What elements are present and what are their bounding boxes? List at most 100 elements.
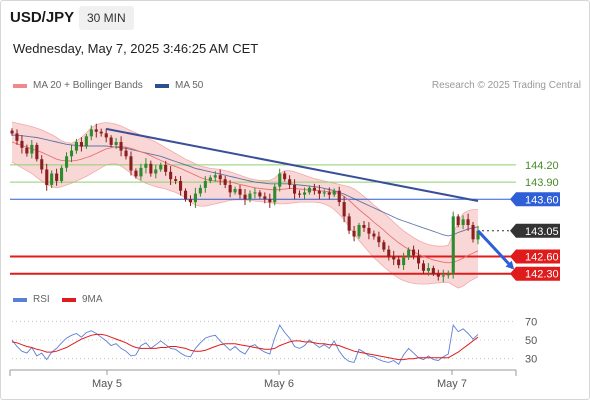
candle-body — [377, 236, 381, 243]
candle-body — [89, 129, 93, 137]
research-credit: Research © 2025 Trading Central — [431, 80, 581, 91]
candle-body — [198, 187, 202, 194]
level-label-bg — [510, 223, 560, 238]
candle-body — [273, 186, 277, 203]
candle-body — [238, 189, 242, 195]
candle-body — [327, 192, 331, 195]
timestamp: Wednesday, May 7, 2025 3:46:25 AM CET — [13, 41, 259, 56]
level-label-144-20: 144.20 — [525, 160, 559, 172]
candle-body — [332, 190, 336, 195]
candle-body — [40, 159, 44, 170]
candle-body — [293, 185, 297, 194]
level-label-text: 142.60 — [525, 252, 559, 264]
candle-body — [203, 181, 207, 188]
candle-body — [99, 131, 103, 134]
timeframe-badge[interactable]: 30 MIN — [79, 6, 134, 30]
candle-body — [193, 193, 197, 203]
candle-body — [352, 230, 356, 237]
candle-body — [164, 164, 168, 172]
candle-body — [45, 169, 49, 185]
candle-body — [184, 190, 188, 200]
candle-body — [397, 259, 401, 266]
candle-body — [65, 156, 69, 168]
candle-body — [149, 163, 153, 174]
symbol-label[interactable]: USD/JPY — [10, 9, 75, 26]
candle-body — [382, 242, 386, 250]
candle-body — [134, 170, 138, 177]
candle-body — [392, 256, 396, 260]
candle-body — [263, 196, 267, 200]
candle-body — [426, 268, 430, 271]
level-label-text: 143.05 — [525, 226, 559, 238]
candle-body — [169, 171, 173, 180]
legend-ma20-bollinger: MA 20 + Bollinger Bands — [13, 80, 143, 91]
candle-body — [188, 199, 192, 203]
candle-body — [347, 216, 351, 231]
level-label-143-90: 143.90 — [525, 177, 559, 189]
level-label-text: 142.30 — [525, 269, 559, 281]
candle-body — [317, 190, 321, 194]
candle-body — [228, 185, 232, 193]
bollinger-band-fill — [12, 122, 478, 288]
candle-body — [124, 150, 128, 157]
candle-body — [109, 137, 113, 145]
forecast-arrow-shaft — [476, 229, 514, 270]
candle-body — [278, 173, 282, 187]
candle-body — [35, 144, 39, 160]
candle-body — [342, 202, 346, 217]
rsi-tick-label: 70 — [525, 316, 537, 328]
candle-body — [25, 147, 29, 154]
candle-body — [218, 175, 222, 180]
legend-ma50-label: MA 50 — [175, 80, 204, 91]
candle-body — [104, 133, 108, 138]
rsi-swatch — [13, 297, 27, 302]
candle-body — [159, 164, 163, 170]
candle-body — [84, 136, 88, 147]
candle-body — [387, 249, 391, 257]
candle-body — [298, 193, 302, 195]
level-label-143-05: 143.05 — [510, 223, 560, 238]
candle-body — [412, 249, 416, 256]
forecast-arrow-head — [505, 260, 515, 270]
candle-body — [258, 192, 262, 197]
legend-ma50: MA 50 — [155, 80, 203, 91]
candle-body — [421, 263, 425, 271]
candle-body — [312, 187, 316, 191]
candle-body — [476, 230, 480, 240]
candle-body — [362, 225, 366, 228]
candle-body — [441, 275, 445, 277]
candle-body — [402, 257, 406, 266]
level-label-142-60: 142.60 — [510, 249, 560, 264]
candle-body — [213, 175, 217, 178]
level-label-bg — [510, 266, 560, 281]
candle-body — [60, 167, 64, 181]
candle-body — [253, 192, 257, 194]
candle-body — [154, 169, 158, 174]
level-label-142-30: 142.30 — [510, 266, 560, 281]
chart-header: USD/JPY 30 MIN — [0, 0, 590, 36]
ma20-line — [11, 141, 479, 264]
candle-body — [407, 249, 411, 258]
level-label-text: 144.20 — [525, 160, 559, 172]
x-axis-tick-label: May 5 — [92, 378, 122, 390]
x-axis-tick-label: May 7 — [437, 378, 467, 390]
ma20-swatch — [13, 83, 27, 88]
candle-body — [50, 173, 54, 185]
rsi-ma-line — [11, 333, 479, 361]
candle-body — [322, 192, 326, 194]
candle-body — [337, 190, 341, 203]
legend-rsi-ma-label: 9MA — [82, 294, 103, 305]
candle-body — [114, 142, 118, 145]
candle-body — [417, 255, 421, 264]
candle-body — [233, 189, 237, 193]
candle-body — [436, 273, 440, 277]
candle-body — [79, 142, 83, 147]
candle-body — [119, 142, 123, 151]
candle-body — [30, 144, 34, 154]
rsi-ma-swatch — [62, 297, 76, 302]
level-label-143-60: 143.60 — [510, 192, 560, 206]
rsi-line — [11, 324, 479, 365]
candle-body — [243, 194, 247, 200]
candle-body — [367, 227, 371, 234]
